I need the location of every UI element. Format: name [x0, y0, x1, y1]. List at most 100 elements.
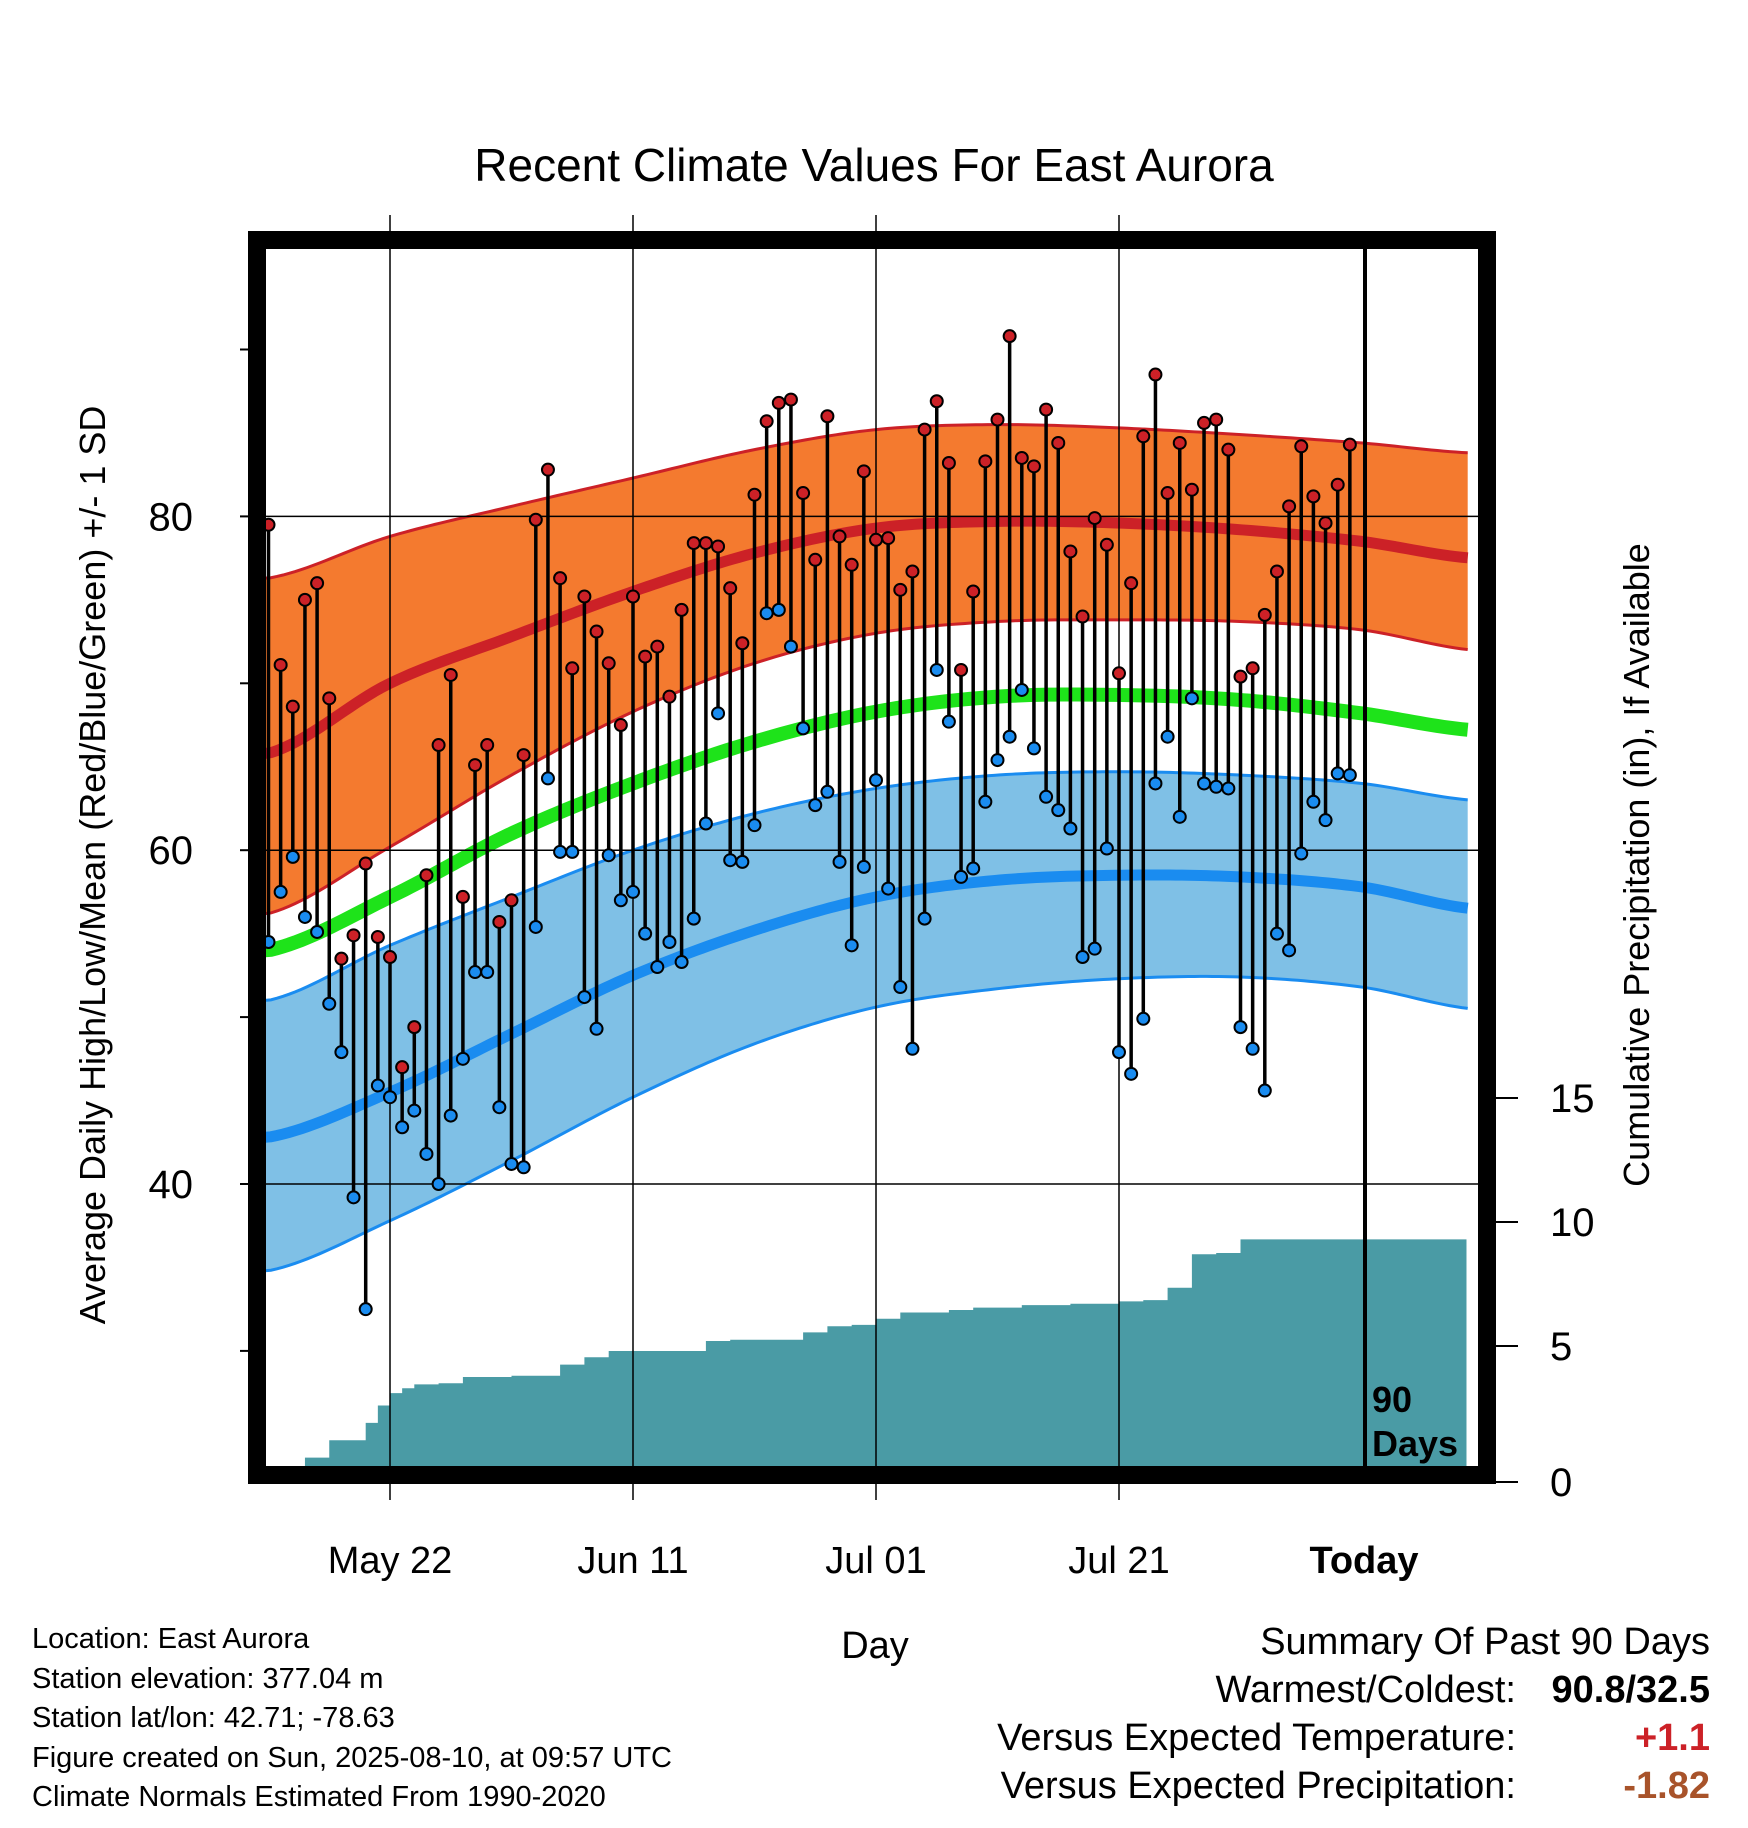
y-tick-label-80: 80 — [149, 495, 194, 539]
daily-high-point-45 — [808, 552, 823, 567]
daily-low-point-41 — [759, 606, 774, 621]
daily-low-point-48 — [844, 938, 859, 953]
daily-low-point-13 — [419, 1146, 434, 1161]
daily-low-point-36 — [698, 816, 713, 831]
x-axis-label: Day — [841, 1625, 909, 1667]
daily-high-point-9 — [370, 929, 385, 944]
daily-high-point-66 — [1063, 544, 1078, 559]
daily-high-point-2 — [285, 699, 300, 714]
daily-low-point-49 — [856, 859, 871, 874]
daily-high-point-25 — [565, 661, 580, 676]
daily-low-point-14 — [431, 1177, 446, 1191]
daily-high-point-82 — [1257, 607, 1272, 622]
daily-low-point-45 — [808, 798, 823, 813]
high-sd-band-upper-edge — [264, 423, 1468, 580]
precip-label: Versus Expected Precipitation: — [1000, 1765, 1516, 1807]
daily-low-point-15 — [443, 1108, 458, 1123]
daily-low-point-9 — [370, 1078, 385, 1093]
location-text: Location: East Aurora — [32, 1623, 310, 1655]
daily-low-point-53 — [905, 1041, 920, 1056]
daily-high-point-36 — [698, 536, 713, 551]
daily-high-point-76 — [1184, 482, 1199, 497]
plot-frame — [248, 231, 1496, 1484]
y2-tick-label-5: 5 — [1550, 1325, 1572, 1369]
daily-high-point-24 — [553, 571, 568, 586]
created-text: Figure created on Sun, 2025-08-10, at 09… — [32, 1741, 672, 1774]
daily-low-point-10 — [383, 1090, 397, 1105]
daily-high-point-89 — [1342, 437, 1357, 452]
y2-tick-label-15: 15 — [1550, 1077, 1595, 1121]
daily-low-point-30 — [626, 884, 640, 899]
daily-low-point-82 — [1257, 1083, 1272, 1098]
daily-high-point-49 — [856, 464, 871, 479]
daily-low-point-4 — [310, 924, 325, 939]
daily-low-point-54 — [917, 911, 932, 926]
daily-high-point-16 — [455, 889, 470, 904]
daily-high-point-88 — [1330, 477, 1345, 492]
precip-layer — [292, 1239, 1472, 1470]
daily-low-point-38 — [723, 853, 738, 868]
daily-high-point-53 — [905, 564, 920, 579]
daily-high-point-14 — [431, 738, 446, 753]
daily-high-point-31 — [638, 649, 653, 664]
daily-high-point-19 — [492, 914, 507, 929]
daily-low-point-89 — [1342, 768, 1357, 783]
daily-low-point-44 — [796, 721, 811, 736]
daily-low-point-60 — [990, 753, 1005, 768]
warm-cold-label: Warmest/Coldest: — [1215, 1669, 1516, 1711]
daily-low-point-64 — [1039, 789, 1054, 804]
daily-low-point-75 — [1172, 809, 1187, 824]
daily-low-point-62 — [1014, 682, 1029, 697]
daily-high-point-50 — [869, 532, 883, 547]
y2-axis-label: Cumulative Precipitation (in), If Availa… — [1616, 543, 1657, 1187]
daily-high-point-28 — [601, 656, 616, 671]
daily-high-point-72 — [1136, 429, 1151, 444]
daily-high-point-5 — [322, 691, 337, 706]
daily-high-point-73 — [1148, 367, 1163, 382]
y2-tick-label-0: 0 — [1550, 1461, 1572, 1505]
daily-high-point-37 — [711, 539, 726, 554]
daily-low-point-21 — [516, 1160, 531, 1175]
y-tick-label-40: 40 — [149, 1163, 194, 1207]
x-tick-label-10: May 22 — [328, 1540, 453, 1582]
daily-high-point-60 — [990, 412, 1005, 427]
daily-low-point-65 — [1051, 803, 1066, 818]
daily-low-point-17 — [468, 965, 483, 980]
normals-layer — [264, 423, 1469, 1273]
daily-high-point-41 — [759, 414, 774, 429]
daily-high-point-12 — [407, 1020, 422, 1035]
daily-low-point-31 — [638, 926, 653, 941]
daily-low-point-33 — [662, 934, 677, 949]
daily-high-point-81 — [1245, 661, 1260, 676]
warm-cold-row: Warmest/Coldest: 90.8/32.5 — [997, 1666, 1710, 1714]
daily-high-point-6 — [334, 951, 349, 966]
daily-high-point-47 — [832, 529, 847, 544]
daily-low-point-34 — [674, 955, 689, 970]
daily-low-point-71 — [1124, 1066, 1139, 1081]
x-tick-label-30: Jun 11 — [577, 1540, 688, 1582]
daily-high-point-78 — [1209, 412, 1224, 427]
daily-high-point-48 — [844, 557, 859, 572]
daily-low-point-80 — [1233, 1020, 1248, 1035]
summary-panel: Summary Of Past 90 Days Warmest/Coldest:… — [997, 1618, 1710, 1810]
daily-high-point-34 — [674, 602, 689, 617]
daily-high-point-59 — [978, 454, 993, 469]
daily-high-point-13 — [419, 868, 434, 883]
daily-high-point-55 — [929, 394, 944, 409]
daily-low-point-42 — [771, 602, 786, 617]
daily-high-point-43 — [783, 392, 798, 407]
daily-low-point-66 — [1063, 821, 1078, 836]
daily-high-point-79 — [1221, 442, 1236, 457]
daily-high-point-74 — [1160, 486, 1175, 501]
daily-high-point-29 — [613, 718, 628, 733]
daily-low-point-59 — [978, 794, 993, 809]
daily-high-point-3 — [297, 592, 312, 607]
ticks-layer: 40 60 80 0 5 10 15 May 22 Jun 11 Jul 01 Jul 21 Toda… — [149, 348, 1595, 1582]
daily-low-point-87 — [1318, 813, 1333, 828]
daily-high-point-23 — [540, 462, 555, 477]
daily-high-point-10 — [383, 950, 397, 965]
daily-high-point-46 — [820, 409, 835, 424]
daily-high-point-75 — [1172, 435, 1187, 450]
daily-high-point-21 — [516, 748, 531, 763]
daily-low-point-46 — [820, 784, 835, 799]
